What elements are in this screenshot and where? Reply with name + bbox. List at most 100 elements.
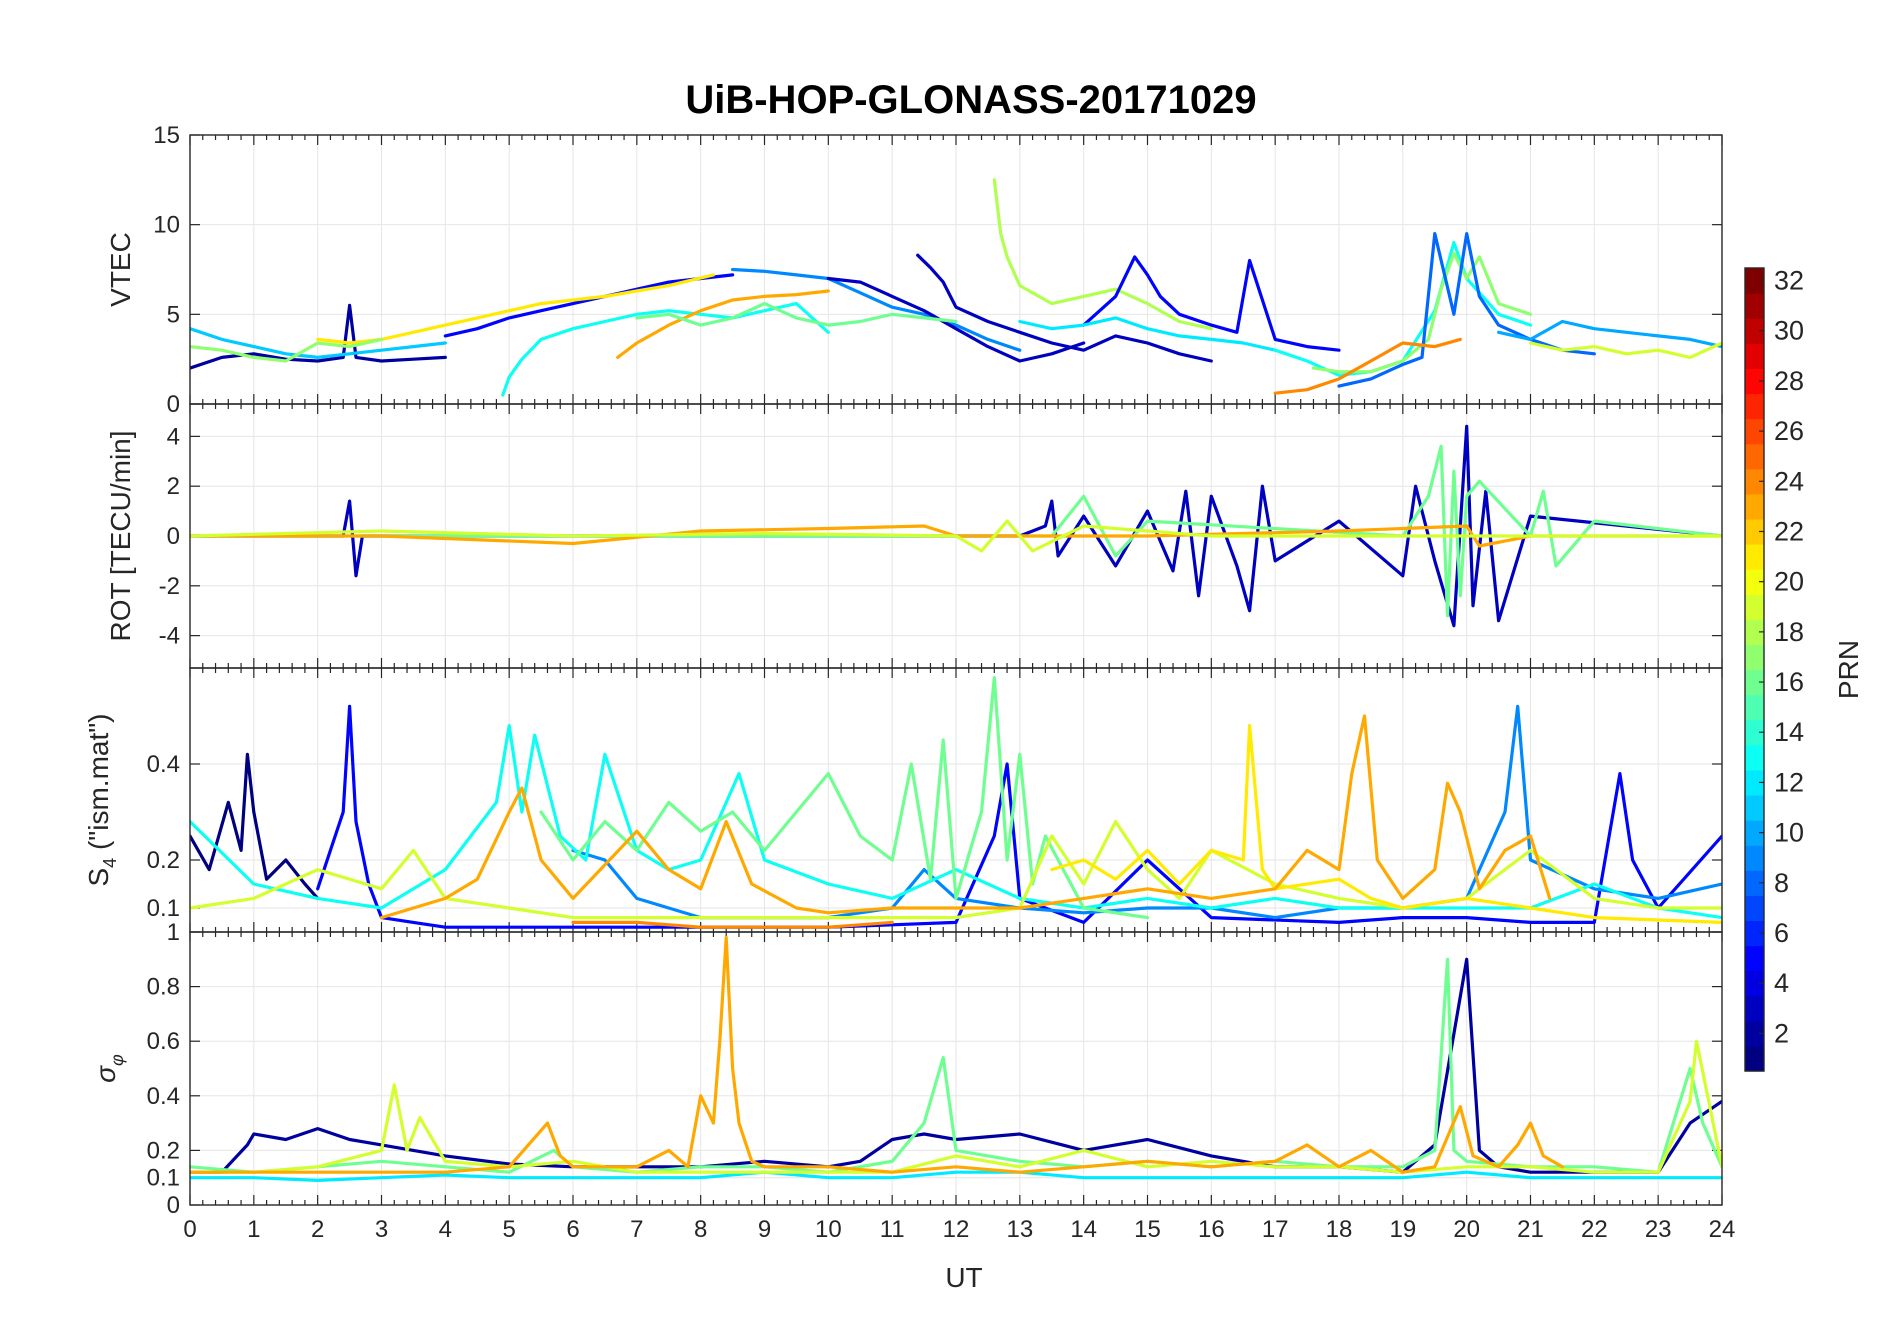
y-tick-label: 0 [167, 523, 180, 550]
colorbar-tick-label: 12 [1774, 767, 1804, 797]
series-line-prn-17 [1311, 251, 1533, 374]
colorbar-tick-label: 20 [1774, 567, 1804, 597]
series-line-prn-19 [1528, 341, 1722, 359]
colorbar-segment [1745, 970, 1764, 997]
colorbar-segment [1745, 769, 1764, 796]
y-axis-label-main: S [83, 868, 114, 887]
y-tick-label: 1 [167, 919, 180, 946]
x-tick-label: 17 [1262, 1216, 1289, 1243]
series-line-prn-21 [1050, 724, 1722, 924]
x-tick-label: 18 [1326, 1216, 1353, 1243]
colorbar-segment [1745, 343, 1764, 369]
colorbar-segment [1745, 518, 1764, 545]
y-tick-label: -4 [159, 623, 180, 650]
y-axis-label: S4 ("ism.mat") [83, 713, 120, 886]
colorbar-segment [1745, 368, 1764, 395]
x-tick-label: 6 [566, 1216, 579, 1243]
colorbar-tick-label: 30 [1774, 316, 1804, 346]
series-group [190, 178, 1722, 397]
series-line-prn-13 [501, 302, 830, 397]
x-tick-label: 14 [1070, 1216, 1097, 1243]
x-tick-label: 21 [1517, 1216, 1544, 1243]
y-tick-label: 0.4 [147, 1083, 180, 1110]
panel-3: 0.1 0.2 0.4 S4 ("ism.mat") [83, 667, 1723, 933]
series-line-prn-16 [635, 302, 958, 327]
series-line-prn-3 [826, 276, 1086, 363]
y-tick-label: 0.2 [147, 847, 180, 874]
series-line-prn-19 [190, 1039, 1722, 1174]
colorbar-segment [1745, 644, 1764, 671]
y-tick-label: 4 [167, 423, 180, 450]
y-tick-label: -2 [159, 573, 180, 600]
panel-1: 0 5 10 15 VTEC [105, 122, 1723, 418]
chart-title: UiB-HOP-GLONASS-20171029 [685, 78, 1256, 122]
x-tick-label: 0 [183, 1216, 196, 1243]
x-tick-label: 9 [758, 1216, 771, 1243]
series-line-prn-19 [190, 519, 1722, 553]
x-tick-label: 7 [630, 1216, 643, 1243]
x-tick-label: 13 [1006, 1216, 1033, 1243]
y-tick-label: 10 [153, 212, 180, 239]
series-line-prn-3 [916, 253, 1213, 363]
series-line-prn-2 [190, 957, 1722, 1174]
colorbar-segment [1745, 845, 1764, 871]
colorbar-tick-label: 18 [1774, 617, 1804, 647]
series-line-prn-18 [992, 178, 1213, 331]
series-line-prn-23 [190, 935, 1564, 1174]
colorbar-segment [1745, 393, 1764, 420]
series-group [190, 424, 1722, 628]
x-tick-label: 24 [1709, 1216, 1736, 1243]
colorbar-segment [1745, 293, 1764, 319]
y-axis-label-rest: ("ism.mat") [83, 713, 114, 857]
series-line-prn-9 [731, 267, 1022, 352]
x-tick-label: 5 [502, 1216, 515, 1243]
series-line-prn-10 [1497, 319, 1722, 349]
series-line-prn-11 [190, 327, 447, 359]
colorbar-tick-label: 4 [1774, 968, 1789, 998]
colorbar-segment [1745, 719, 1764, 746]
colorbar-segment [1745, 794, 1764, 821]
x-tick-label: 8 [694, 1216, 707, 1243]
colorbar-segment [1745, 619, 1764, 646]
colorbar-tick-label: 32 [1774, 266, 1804, 296]
x-tick-label: 15 [1134, 1216, 1161, 1243]
series-line-prn-24 [571, 920, 894, 929]
y-tick-label: 0.2 [147, 1137, 180, 1164]
colorbar-tick-label: 24 [1774, 466, 1804, 496]
series-group [190, 935, 1722, 1182]
y-tick-label: 5 [167, 301, 180, 328]
y-tick-label: 15 [153, 122, 180, 149]
y-tick-label: 0.4 [147, 751, 180, 778]
colorbar-segment [1745, 945, 1764, 972]
colorbar-segment [1745, 569, 1764, 595]
series-line-prn-8 [1337, 232, 1596, 388]
x-tick-label: 2 [311, 1216, 324, 1243]
colorbar-segment [1745, 820, 1764, 846]
x-tick-label: 10 [815, 1216, 842, 1243]
x-tick-label: 22 [1581, 1216, 1608, 1243]
colorbar-segment [1745, 318, 1764, 344]
x-axis-label: UT [945, 1262, 982, 1293]
colorbar-tick-label: 8 [1774, 868, 1789, 898]
panel-2: -4 -2 0 2 4 ROT [TECU/min] [105, 403, 1723, 669]
colorbar-segment [1745, 895, 1764, 922]
series-line-prn-23 [379, 714, 1552, 920]
colorbar-segment [1745, 1045, 1764, 1072]
colorbar-segment [1745, 544, 1764, 570]
y-tick-label: 0 [167, 1192, 180, 1219]
y-axis-label-main: σ [90, 1065, 121, 1083]
colorbar-segment [1745, 443, 1764, 470]
colorbar-tick-label: 26 [1774, 416, 1804, 446]
x-tick-label: 20 [1453, 1216, 1480, 1243]
series-line-prn-17 [190, 337, 384, 363]
colorbar-tick-label: 10 [1774, 818, 1804, 848]
colorbar-tick-label: 22 [1774, 516, 1804, 546]
y-axis-label-sub: φ [107, 1054, 127, 1066]
series-line-prn-5 [1082, 255, 1341, 352]
colorbar-segment [1745, 744, 1764, 771]
colorbar-tick-label: 28 [1774, 366, 1804, 396]
colorbar-segment [1745, 268, 1764, 294]
colorbar-segment [1745, 870, 1764, 896]
